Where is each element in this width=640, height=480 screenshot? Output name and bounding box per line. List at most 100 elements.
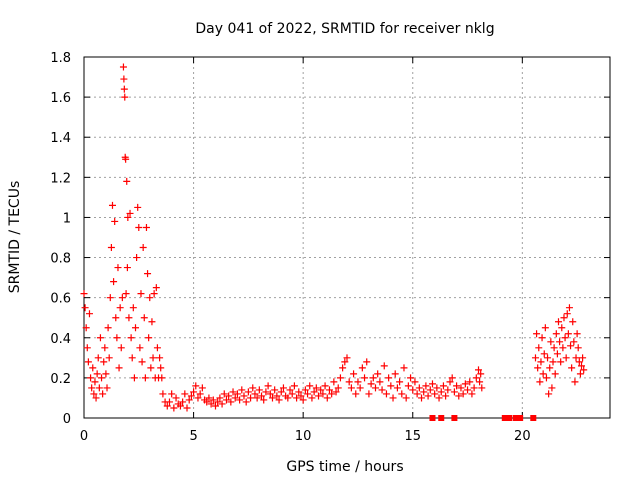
data-point (466, 378, 474, 386)
data-point (426, 386, 434, 394)
data-point (457, 384, 465, 392)
data-point (539, 370, 547, 378)
data-point (578, 362, 586, 370)
data-point (385, 374, 393, 382)
data-point (203, 398, 211, 406)
data-point (128, 354, 136, 362)
data-point (345, 378, 353, 386)
data-point (103, 384, 111, 392)
data-point (435, 394, 443, 402)
data-point (181, 390, 189, 398)
y-tick-label: 0.4 (50, 332, 71, 347)
data-point (540, 350, 548, 358)
data-point (148, 318, 156, 326)
data-point (455, 392, 463, 400)
data-point (304, 390, 312, 398)
data-point (145, 334, 153, 342)
data-point (536, 378, 544, 386)
y-axis: 0 0.2 0.4 0.6 0.8 1 1.2 1.4 1.6 1.8 (50, 51, 610, 427)
data-point (433, 384, 441, 392)
data-point (150, 290, 158, 298)
data-point (187, 392, 195, 400)
grid (84, 57, 610, 418)
data-point (119, 63, 127, 71)
data-point (478, 384, 486, 392)
data-point (198, 384, 206, 392)
data-point (260, 396, 268, 404)
data-point (122, 290, 130, 298)
data-point (120, 85, 128, 93)
data-point (365, 390, 373, 398)
data-point (113, 334, 121, 342)
data-point (153, 344, 161, 352)
plot-frame (83, 56, 611, 419)
data-point (565, 304, 573, 312)
data-point (422, 382, 430, 390)
data-point (563, 310, 571, 318)
data-point (284, 394, 292, 402)
data-point (139, 244, 147, 252)
data-point (83, 344, 91, 352)
data-point (376, 378, 384, 386)
data-point (120, 75, 128, 83)
data-point (579, 354, 587, 362)
data-point (117, 344, 125, 352)
data-point (341, 358, 349, 366)
data-point (244, 388, 252, 396)
data-point (163, 402, 171, 410)
data-point (266, 390, 274, 398)
data-point (96, 334, 104, 342)
data-point (571, 378, 579, 386)
data-point (548, 384, 556, 392)
data-point (450, 388, 458, 396)
data-point (227, 398, 235, 406)
data-point (133, 254, 141, 262)
data-point (138, 358, 146, 366)
data-points (80, 63, 588, 421)
data-point (573, 330, 581, 338)
data-point (194, 394, 202, 402)
data-point (354, 378, 362, 386)
data-point (352, 390, 360, 398)
data-point (135, 223, 143, 231)
zero-marker (438, 415, 445, 421)
data-point (94, 354, 102, 362)
data-point (85, 310, 93, 318)
data-point (564, 330, 572, 338)
data-point (134, 203, 142, 211)
data-point (470, 384, 478, 392)
data-point (149, 354, 157, 362)
data-point (444, 386, 452, 394)
data-point (541, 324, 549, 332)
data-point (361, 374, 369, 382)
data-point (106, 294, 114, 302)
data-point (299, 396, 307, 404)
data-point (98, 374, 106, 382)
data-point (538, 334, 546, 342)
data-point (216, 394, 224, 402)
data-point (95, 384, 103, 392)
data-point (317, 386, 325, 394)
data-point (290, 382, 298, 390)
data-point (550, 344, 558, 352)
data-point (576, 370, 584, 378)
data-point (136, 344, 144, 352)
data-point (130, 374, 138, 382)
data-point (420, 388, 428, 396)
data-point (225, 392, 233, 400)
x-tick-label: 20 (514, 429, 531, 444)
data-point (196, 390, 204, 398)
data-point (132, 324, 140, 332)
data-point (249, 384, 257, 392)
data-point (129, 304, 137, 312)
data-point (80, 290, 88, 298)
data-point (560, 314, 568, 322)
data-point (288, 390, 296, 398)
y-tick-label: 0 (63, 412, 71, 427)
data-point (382, 390, 390, 398)
zero-marker (429, 415, 436, 421)
data-point (279, 384, 287, 392)
data-point (553, 350, 561, 358)
data-point (321, 382, 329, 390)
data-point (551, 370, 559, 378)
